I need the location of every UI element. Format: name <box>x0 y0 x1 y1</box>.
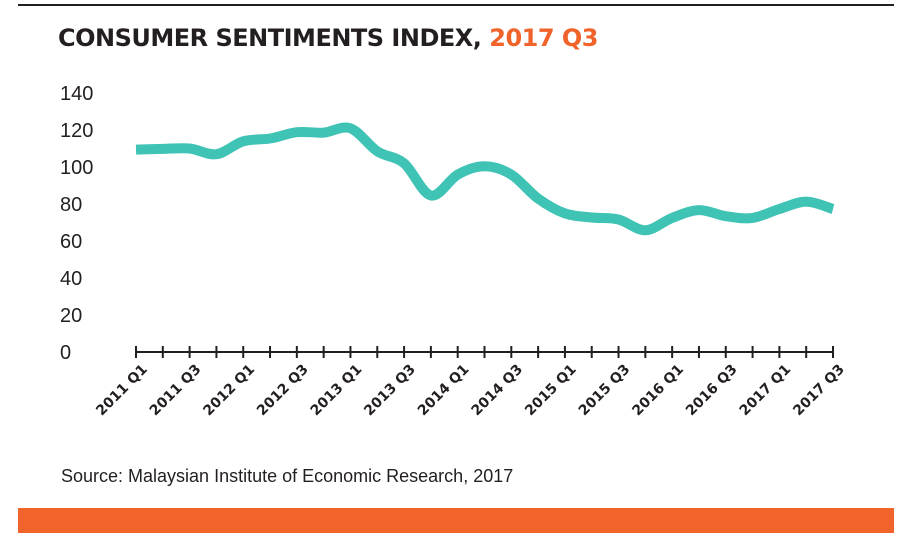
x-tick-label: 2017 Q3 <box>790 362 848 420</box>
source-note: Source: Malaysian Institute of Economic … <box>61 466 514 486</box>
y-tick-label: 0 <box>60 342 71 364</box>
bottom-accent-bar <box>18 508 894 533</box>
x-tick-label: 2016 Q1 <box>629 362 687 420</box>
x-tick-label: 2011 Q3 <box>147 362 205 420</box>
x-tick-label: 2012 Q1 <box>200 362 258 420</box>
y-tick-label: 40 <box>60 268 82 290</box>
x-tick-label: 2014 Q3 <box>469 362 527 420</box>
chart-title-main: CONSUMER SENTIMENTS INDEX, <box>58 24 490 52</box>
x-tick-label: 2016 Q3 <box>683 362 741 420</box>
y-tick-label: 120 <box>60 120 93 142</box>
chart-title: CONSUMER SENTIMENTS INDEX, 2017 Q3 <box>58 24 599 52</box>
top-rule <box>18 4 894 6</box>
y-tick-label: 20 <box>60 305 82 327</box>
x-tick-label: 2015 Q1 <box>522 362 580 420</box>
x-tick-label: 2015 Q3 <box>576 362 634 420</box>
x-tick-label: 2013 Q1 <box>308 362 366 420</box>
x-tick-label: 2013 Q3 <box>361 362 419 420</box>
y-tick-label: 80 <box>60 194 82 216</box>
x-tick-label: 2011 Q1 <box>93 362 151 420</box>
y-tick-label: 60 <box>60 231 82 253</box>
x-tick-label: 2012 Q3 <box>254 362 312 420</box>
series-line <box>135 122 835 236</box>
y-tick-label: 100 <box>60 157 93 179</box>
x-tick-label: 2014 Q1 <box>415 362 473 420</box>
x-tick-label: 2017 Q1 <box>737 362 795 420</box>
chart-title-highlight: 2017 Q3 <box>489 24 599 52</box>
y-tick-label: 140 <box>60 83 93 105</box>
